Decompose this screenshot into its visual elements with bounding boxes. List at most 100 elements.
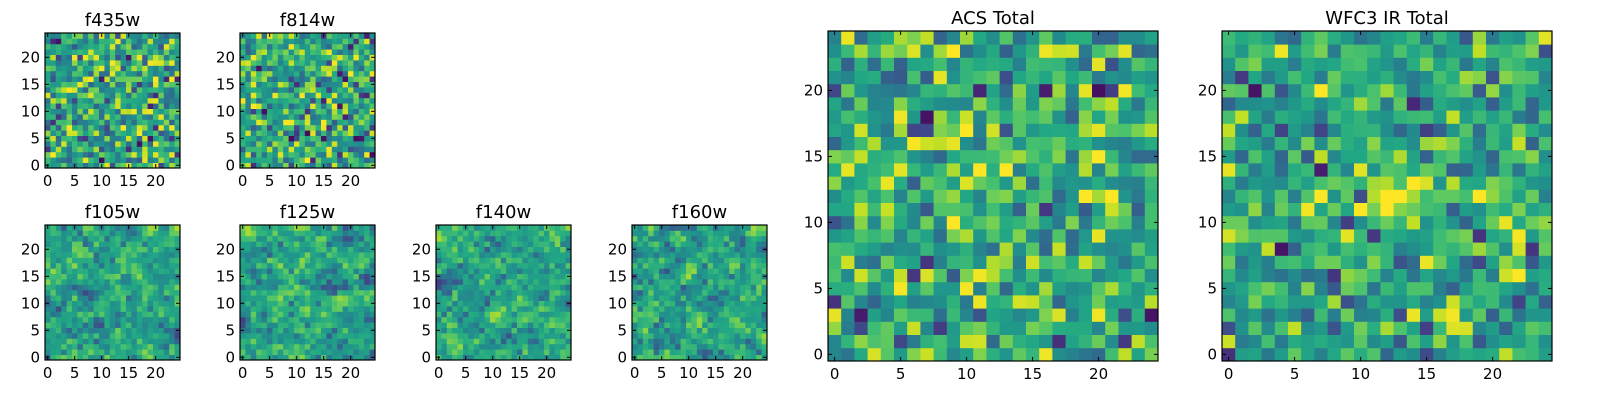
heatmap-cell — [288, 235, 295, 242]
heatmap-cell — [880, 255, 895, 269]
heatmap-cell — [337, 327, 343, 334]
heatmap-cell — [174, 338, 181, 345]
heatmap-cell — [348, 38, 354, 45]
heatmap-cell — [1512, 281, 1526, 296]
heatmap-cell — [1446, 202, 1460, 217]
heatmap-cell — [310, 76, 316, 82]
heatmap-cell — [240, 43, 246, 50]
heatmap-cell — [294, 92, 300, 99]
heatmap-cell — [946, 202, 961, 217]
heatmap-cell — [973, 110, 987, 124]
heatmap-cell — [326, 81, 333, 88]
heatmap-cell — [337, 273, 343, 280]
heatmap-cell — [1288, 176, 1302, 190]
heatmap-cell — [256, 300, 262, 307]
heatmap-cell — [142, 295, 148, 301]
heatmap-cell — [457, 230, 464, 237]
heatmap-cell — [960, 321, 974, 335]
heatmap-cell — [353, 60, 360, 66]
heatmap-cell — [457, 300, 464, 307]
heatmap-cell — [986, 70, 1000, 85]
heatmap-cell — [131, 241, 138, 247]
heatmap-cell — [436, 279, 442, 285]
heatmap-cell — [756, 306, 762, 312]
heatmap-cell — [880, 215, 895, 230]
heatmap-cell — [99, 316, 105, 323]
heatmap-cell — [299, 141, 306, 147]
heatmap-cell — [158, 333, 165, 339]
heatmap-cell — [828, 242, 842, 256]
heatmap-cell — [907, 57, 921, 71]
heatmap-cell — [50, 60, 57, 66]
heatmap-cell — [659, 268, 665, 274]
heatmap-cell — [158, 295, 165, 301]
heatmap-cell — [669, 262, 676, 269]
heatmap-cell — [565, 262, 572, 269]
heatmap-cell — [1065, 215, 1080, 230]
heatmap-cell — [261, 135, 268, 142]
axes-frame — [44, 32, 181, 169]
heatmap-cell — [163, 354, 170, 361]
heatmap-cell — [267, 252, 273, 258]
heatmap-cell — [1274, 189, 1289, 203]
heatmap-cell — [533, 300, 539, 307]
heatmap-cell — [326, 103, 333, 109]
heatmap-cell — [1105, 281, 1119, 296]
heatmap-cell — [126, 130, 132, 136]
heatmap-cell — [77, 289, 84, 296]
heatmap-cell — [999, 57, 1014, 71]
heatmap-cell — [560, 306, 566, 312]
heatmap-cell — [745, 235, 752, 242]
heatmap-cell — [136, 114, 143, 120]
heatmap-cell — [250, 70, 257, 77]
heatmap-cell — [1065, 163, 1080, 177]
heatmap-cell — [169, 311, 175, 318]
heatmap-cell — [321, 157, 327, 163]
heatmap-cell — [648, 284, 654, 291]
heatmap-cell — [648, 354, 654, 361]
heatmap-cell — [1314, 308, 1328, 322]
heatmap-cell — [1105, 97, 1119, 111]
heatmap-cell — [750, 289, 757, 296]
heatmap-cell — [907, 242, 921, 256]
heatmap-cell — [283, 252, 289, 258]
heatmap-cell — [463, 333, 469, 339]
heatmap-cell — [245, 157, 252, 163]
heatmap-cell — [315, 43, 322, 50]
heatmap-cell — [358, 316, 365, 323]
heatmap-cell — [109, 273, 116, 280]
heatmap-cell — [326, 354, 333, 361]
heatmap-cell — [729, 279, 735, 285]
heatmap-cell — [120, 289, 127, 296]
heatmap-cell — [342, 284, 349, 291]
heatmap-cell — [120, 306, 127, 312]
heatmap-cell — [315, 60, 322, 66]
heatmap-cell — [506, 252, 512, 258]
heatmap-cell — [136, 70, 143, 77]
heatmap-cell — [147, 81, 154, 88]
heatmap-cell — [653, 246, 660, 253]
heatmap-cell — [358, 157, 365, 163]
heatmap-cell — [158, 103, 165, 109]
heatmap-cell — [158, 108, 165, 115]
heatmap-cell — [147, 279, 154, 285]
heatmap-cell — [946, 229, 961, 243]
heatmap-cell — [136, 65, 143, 72]
heatmap-cell — [632, 349, 638, 355]
heatmap-cell — [147, 235, 154, 242]
heatmap-cell — [245, 151, 252, 158]
heatmap-cell — [729, 273, 735, 280]
heatmap-cell — [479, 235, 485, 242]
heatmap-cell — [1538, 215, 1553, 230]
heatmap-cell — [77, 146, 84, 153]
heatmap-cell — [77, 279, 84, 285]
heatmap-cell — [261, 97, 268, 104]
heatmap-cell — [272, 322, 279, 328]
heatmap-cell — [841, 242, 855, 256]
heatmap-cell — [479, 279, 485, 285]
heatmap-cell — [907, 97, 921, 111]
heatmap-cell — [729, 246, 735, 253]
heatmap-cell — [342, 235, 349, 242]
heatmap-cell — [364, 338, 370, 345]
